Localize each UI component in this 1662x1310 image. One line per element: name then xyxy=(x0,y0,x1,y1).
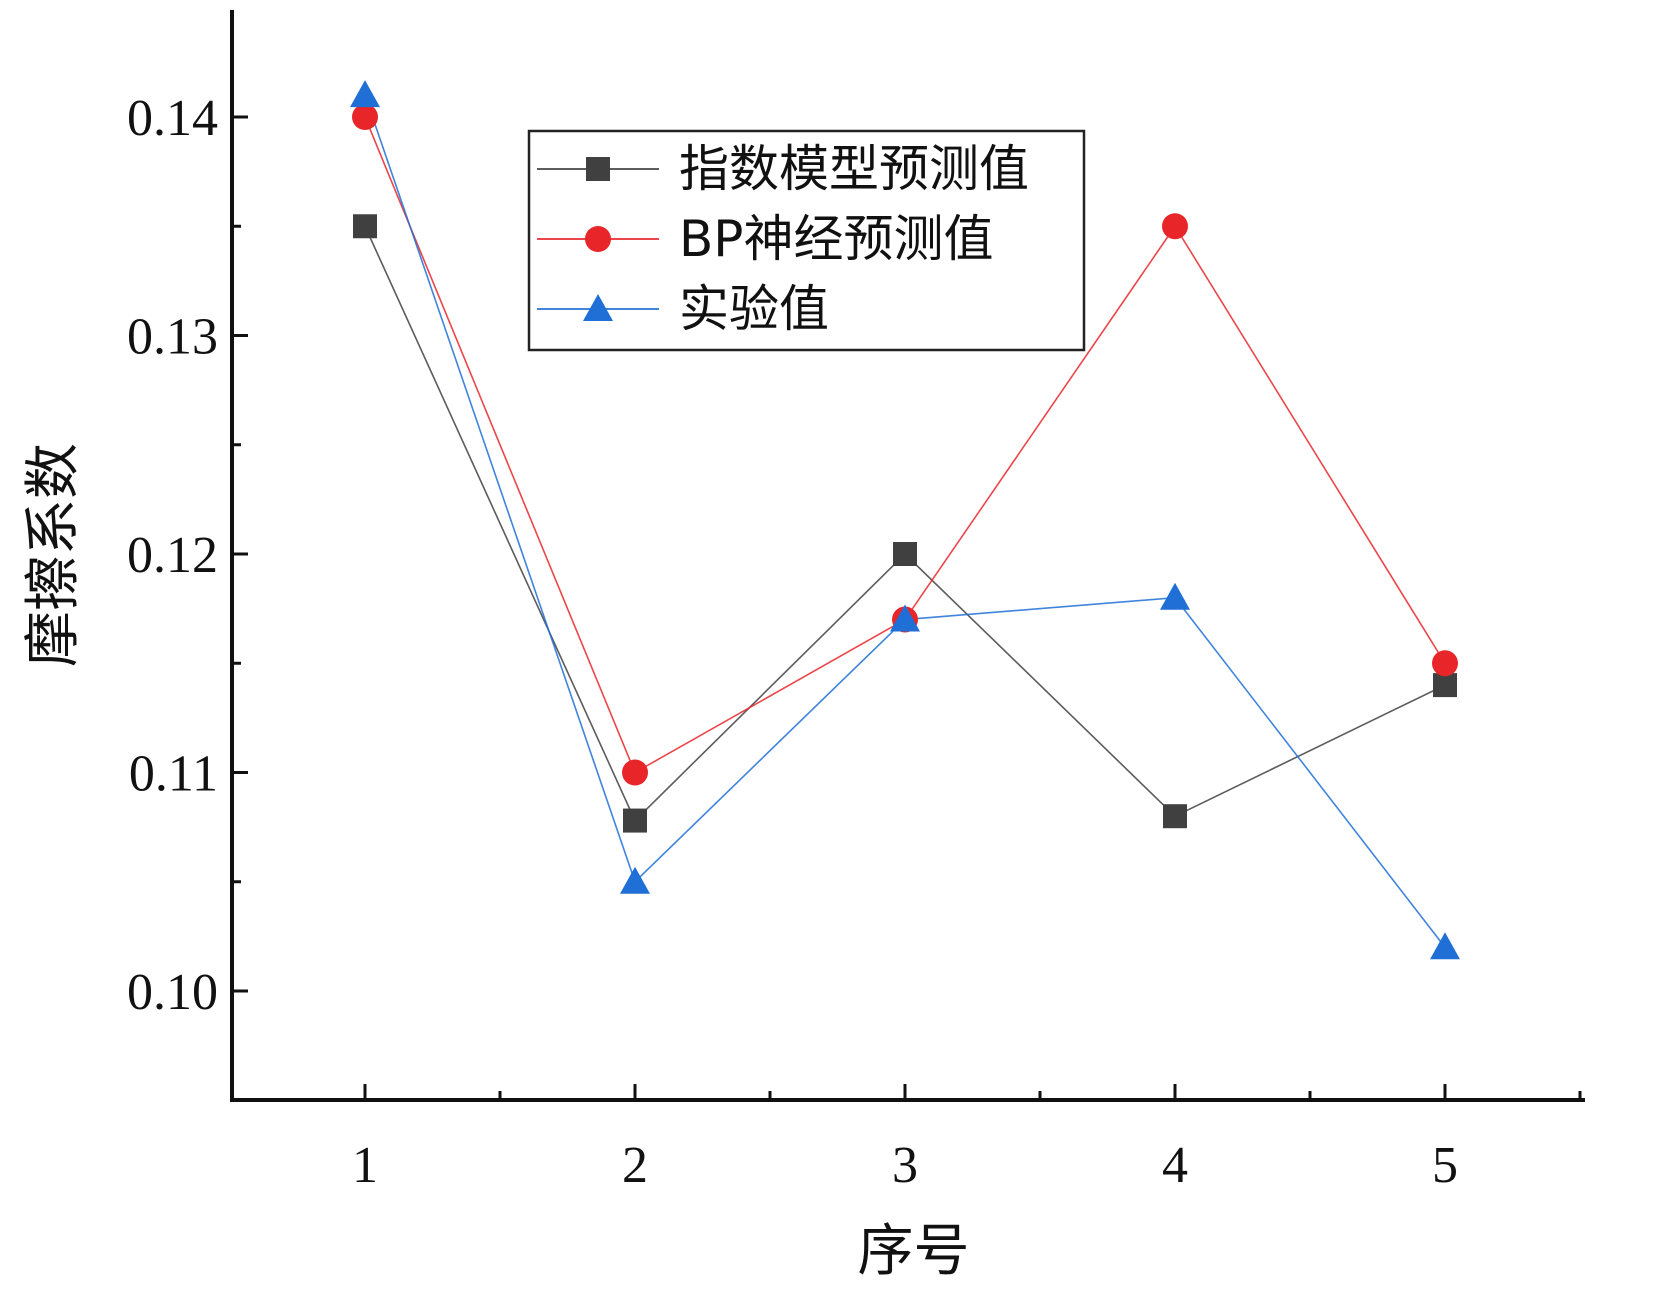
series-markers xyxy=(350,80,1460,960)
data-point-series-1 xyxy=(1163,804,1187,829)
data-point-series-3 xyxy=(1430,932,1460,960)
y-tick-label: 0.13 xyxy=(127,309,218,366)
legend-label: 实验值 xyxy=(679,280,829,338)
x-axis-title: 序号 xyxy=(858,1219,970,1284)
data-point-series-1 xyxy=(893,542,917,566)
data-point-series-1 xyxy=(623,808,647,833)
data-point-series-2 xyxy=(1162,213,1188,240)
x-tick-label: 1 xyxy=(352,1137,378,1194)
legend-box xyxy=(527,129,1086,352)
data-point-series-2 xyxy=(352,104,378,130)
x-tick-label: 2 xyxy=(622,1137,648,1194)
legend-marker xyxy=(585,226,611,252)
ticks: 0.10 0.11 0.12 0.13 0.14 1 2 3 4 5 xyxy=(127,90,1582,1194)
x-tick-label: 5 xyxy=(1432,1137,1458,1194)
data-point-series-3 xyxy=(1160,582,1190,610)
data-point-series-1 xyxy=(353,214,377,239)
y-tick-label: 0.11 xyxy=(129,746,218,803)
x-tick-label: 3 xyxy=(892,1137,918,1194)
data-point-series-3 xyxy=(620,866,650,894)
y-tick-label: 0.10 xyxy=(127,964,218,1021)
y-tick-label: 0.12 xyxy=(127,527,218,584)
y-tick-label: 0.14 xyxy=(127,90,218,147)
legend-marker xyxy=(583,294,613,321)
data-point-series-1 xyxy=(1433,673,1457,698)
legend-label: BP神经预测值 xyxy=(679,210,993,268)
y-axis-title: 摩擦系数 xyxy=(21,443,86,667)
legend-label: 指数模型预测值 xyxy=(679,140,1029,198)
data-point-series-3 xyxy=(350,80,380,108)
x-tick-label: 4 xyxy=(1162,1137,1188,1194)
data-point-series-3 xyxy=(890,604,920,632)
legend-marker xyxy=(586,157,610,181)
data-point-series-2 xyxy=(622,759,648,786)
data-point-series-2 xyxy=(1432,650,1458,677)
